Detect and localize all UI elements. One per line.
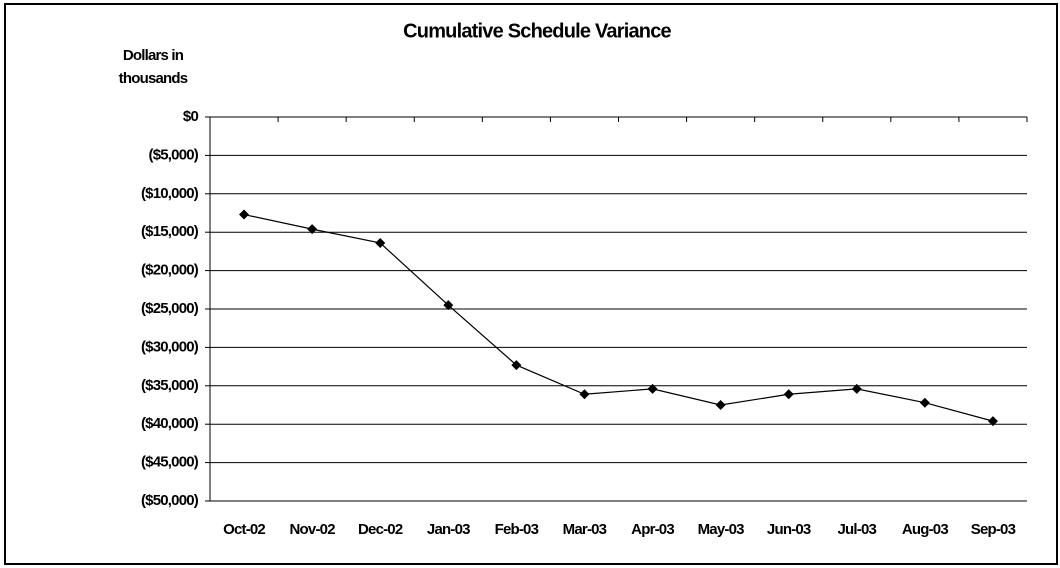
marker [239, 209, 250, 220]
x-tick-label: Jun-03 [767, 521, 811, 538]
y-tick-label: ($5,000) [149, 146, 199, 163]
marker [511, 360, 522, 371]
x-tick-label: Mar-03 [563, 521, 607, 538]
marker [647, 383, 658, 394]
x-tick-label: Aug-03 [902, 521, 948, 538]
y-axis-label: Dollars in thousands [118, 47, 188, 87]
y-tick-label: ($25,000) [141, 300, 199, 317]
marker [375, 237, 386, 248]
y-tick-label: ($15,000) [141, 223, 199, 240]
marker [307, 224, 318, 235]
marker [987, 416, 998, 427]
x-tick-label: Jul-03 [838, 521, 877, 538]
marker [443, 300, 454, 311]
x-tick-label: Apr-03 [631, 521, 674, 538]
y-tick-label: ($40,000) [141, 415, 199, 432]
y-tick-label: ($20,000) [141, 262, 199, 279]
y-tick-label: ($10,000) [141, 185, 199, 202]
marker [715, 400, 726, 410]
x-tick-label: May-03 [698, 521, 745, 538]
y-tick-label: $0 [183, 108, 199, 125]
x-tick-label: Oct-02 [223, 521, 265, 538]
x-tick-label: Dec-02 [358, 521, 403, 538]
x-tick-label: Feb-03 [495, 521, 539, 538]
y-tick-label: ($50,000) [141, 492, 199, 509]
marker [783, 389, 794, 400]
x-tick-label: Sep-03 [971, 521, 1016, 538]
marker [579, 389, 590, 400]
marker [851, 383, 862, 394]
x-tick-label: Jan-03 [427, 521, 470, 538]
x-tick-label: Nov-02 [290, 521, 336, 538]
y-tick-label: ($30,000) [141, 338, 199, 355]
marker [919, 397, 930, 408]
y-tick-label: ($45,000) [141, 454, 199, 471]
line [243, 213, 994, 422]
chart-frame [4, 3, 1058, 565]
chart-title: Cumulative Schedule Variance [403, 20, 671, 42]
y-tick-label: ($35,000) [141, 377, 199, 394]
